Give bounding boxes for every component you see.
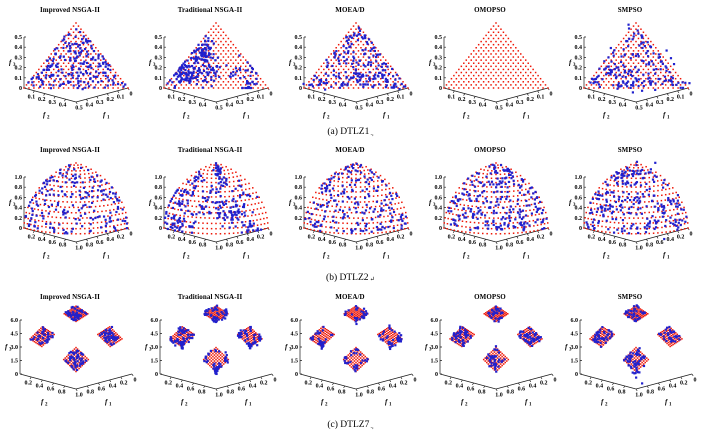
panel-title: Improved NSGA-II bbox=[39, 146, 100, 154]
pareto-scatter-canvas bbox=[560, 156, 700, 267]
panel-dtlz7-improved-nsga-ii: Improved NSGA-II bbox=[0, 291, 140, 413]
panel-title: Traditional NSGA-II bbox=[177, 293, 243, 301]
panel-dtlz1-smpso: SMPSO bbox=[560, 4, 700, 122]
caption-dtlz1-text: (a) DTLZ1 bbox=[327, 127, 370, 138]
pareto-scatter-canvas bbox=[0, 303, 140, 413]
panel-dtlz1-omopso: OMOPSO bbox=[420, 4, 560, 122]
panel-title: OMOPSO bbox=[474, 6, 506, 14]
pareto-scatter-canvas bbox=[560, 303, 700, 413]
caption-dtlz1-mark: ., bbox=[370, 129, 374, 137]
panel-title: MOEA/D bbox=[335, 293, 365, 301]
pareto-scatter-canvas bbox=[280, 303, 420, 413]
pareto-scatter-canvas bbox=[420, 303, 560, 413]
panel-dtlz2-traditional-nsga-ii: Traditional NSGA-II bbox=[140, 144, 280, 267]
panel-title: OMOPSO bbox=[474, 293, 506, 301]
panel-title: MOEA/D bbox=[335, 146, 365, 154]
panel-title: SMPSO bbox=[617, 293, 643, 301]
pareto-scatter-canvas bbox=[140, 16, 280, 122]
panel-dtlz2-improved-nsga-ii: Improved NSGA-II bbox=[0, 144, 140, 267]
panel-title: SMPSO bbox=[617, 146, 643, 154]
pareto-scatter-canvas bbox=[140, 303, 280, 413]
panel-dtlz1-traditional-nsga-ii: Traditional NSGA-II bbox=[140, 4, 280, 122]
pareto-scatter-canvas bbox=[0, 156, 140, 267]
row-dtlz7-panels: Improved NSGA-II Traditional NSGA-II MOEA/… bbox=[0, 291, 701, 413]
panel-dtlz7-traditional-nsga-ii: Traditional NSGA-II bbox=[140, 291, 280, 413]
caption-dtlz7: (c) DTLZ7., bbox=[0, 413, 701, 439]
panel-dtlz2-omopso: OMOPSO bbox=[420, 144, 560, 267]
caption-dtlz7-mark: ., bbox=[370, 422, 374, 430]
panel-dtlz7-omopso: OMOPSO bbox=[420, 291, 560, 413]
pareto-scatter-canvas bbox=[0, 16, 140, 122]
panel-dtlz1-improved-nsga-ii: Improved NSGA-II bbox=[0, 4, 140, 122]
pareto-scatter-canvas bbox=[280, 16, 420, 122]
row-dtlz1-panels: Improved NSGA-II Traditional NSGA-II MOEA/… bbox=[0, 4, 701, 122]
panel-dtlz7-moea-d: MOEA/D bbox=[280, 291, 420, 413]
caption-dtlz1: (a) DTLZ1., bbox=[0, 122, 701, 144]
panel-title: Traditional NSGA-II bbox=[177, 6, 243, 14]
panel-title: OMOPSO bbox=[474, 146, 506, 154]
panel-title: Improved NSGA-II bbox=[39, 6, 100, 14]
pareto-scatter-canvas bbox=[280, 156, 420, 267]
panel-dtlz7-smpso: SMPSO bbox=[560, 291, 700, 413]
caption-dtlz7-text: (c) DTLZ7 bbox=[327, 420, 370, 431]
row-dtlz2-panels: Improved NSGA-II Traditional NSGA-II MOEA/… bbox=[0, 144, 701, 267]
pareto-scatter-canvas bbox=[140, 156, 280, 267]
panel-title: Improved NSGA-II bbox=[39, 293, 100, 301]
panel-dtlz2-moea-d: MOEA/D bbox=[280, 144, 420, 267]
caption-dtlz2: (b) DTLZ2 ↵ bbox=[0, 267, 701, 291]
pareto-scatter-canvas bbox=[560, 16, 700, 122]
panel-dtlz2-smpso: SMPSO bbox=[560, 144, 700, 267]
caption-dtlz2-text: (b) DTLZ2 bbox=[326, 273, 369, 284]
panel-title: Traditional NSGA-II bbox=[177, 146, 243, 154]
panel-dtlz1-moea-d: MOEA/D bbox=[280, 4, 420, 122]
pareto-scatter-canvas bbox=[420, 16, 560, 122]
panel-title: SMPSO bbox=[617, 6, 643, 14]
caption-dtlz2-mark: ↵ bbox=[369, 275, 375, 283]
pareto-scatter-canvas bbox=[420, 156, 560, 267]
panel-title: MOEA/D bbox=[335, 6, 365, 14]
